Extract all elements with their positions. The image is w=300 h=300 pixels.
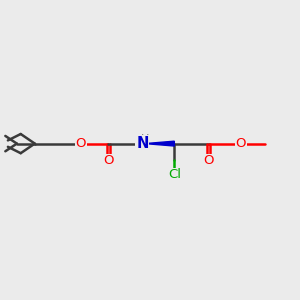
Text: Cl: Cl	[168, 169, 181, 182]
Text: O: O	[76, 137, 86, 150]
Text: O: O	[204, 154, 214, 167]
Text: O: O	[236, 137, 246, 150]
Text: O: O	[103, 154, 114, 167]
Text: H: H	[141, 134, 149, 144]
Polygon shape	[145, 141, 174, 146]
Text: N: N	[136, 136, 148, 151]
